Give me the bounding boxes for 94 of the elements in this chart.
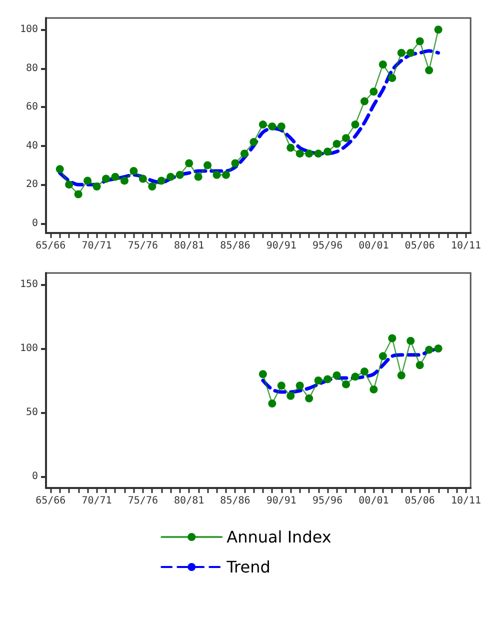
x-tick-label: 70/71 [82, 496, 112, 506]
point [258, 370, 267, 378]
x-tick-label: 90/91 [266, 240, 296, 252]
point [314, 150, 322, 158]
x-tick-label: 75/76 [128, 240, 158, 252]
point [406, 336, 415, 345]
y-tick-label: 100 [20, 24, 38, 36]
point [324, 375, 332, 384]
point [351, 372, 360, 381]
point [84, 176, 92, 185]
point [378, 60, 387, 68]
x-tick-label: 80/81 [174, 496, 204, 506]
point [268, 122, 276, 130]
x-tick-label: 00/01 [358, 496, 389, 506]
point [268, 400, 276, 408]
point [65, 180, 74, 189]
x-tick-label: 10/11 [450, 240, 482, 252]
x-tick-label: 90/91 [266, 496, 296, 506]
point [406, 48, 415, 57]
point [194, 172, 202, 181]
point [185, 159, 194, 168]
point [397, 48, 406, 57]
point [332, 140, 341, 148]
point [138, 174, 147, 183]
point [74, 190, 82, 198]
x-tick-label: 85/86 [220, 496, 250, 506]
y-tick-label: 0 [32, 470, 38, 482]
point [92, 182, 101, 191]
y-tick-label: 100 [20, 343, 38, 354]
point [332, 371, 341, 380]
point [434, 344, 442, 353]
point [360, 97, 368, 106]
point [286, 144, 295, 152]
x-tick-label: 95/96 [312, 496, 343, 506]
point [388, 334, 396, 342]
point [378, 352, 387, 360]
y-tick-label: 80 [26, 62, 38, 74]
x-tick-label: 70/71 [82, 240, 112, 252]
point [102, 174, 110, 183]
y-tick-label: 150 [20, 279, 38, 290]
point [250, 138, 258, 146]
point [111, 172, 120, 181]
point [286, 392, 295, 400]
point [277, 122, 286, 130]
y-tick-label: 0 [32, 218, 38, 229]
point [314, 376, 322, 384]
point [296, 150, 304, 158]
point [56, 165, 64, 174]
x-tick-label: 65/66 [36, 496, 66, 506]
point [120, 176, 128, 185]
point [342, 380, 350, 388]
y-tick-label: 50 [26, 406, 38, 418]
point [370, 88, 378, 96]
point [388, 74, 396, 82]
x-tick-label: 75/76 [128, 496, 158, 506]
point [434, 26, 442, 34]
point [416, 37, 424, 46]
point [305, 150, 314, 158]
legend-label: Trend [226, 558, 270, 576]
y-tick-label: 60 [26, 102, 38, 113]
point [351, 120, 360, 129]
x-tick-label: 10/11 [450, 496, 482, 506]
x-tick-label: 00/01 [358, 240, 389, 252]
point [176, 170, 184, 179]
y-tick-label: 20 [26, 179, 38, 190]
point [212, 170, 221, 179]
point [157, 176, 166, 185]
point [425, 66, 434, 74]
point [296, 382, 304, 390]
point [416, 361, 424, 370]
x-tick-label: 95/96 [312, 240, 343, 252]
point [240, 150, 248, 158]
x-tick-label: 65/66 [36, 240, 66, 252]
point [148, 182, 156, 191]
y-tick-label: 40 [26, 140, 38, 152]
x-tick-label: 05/06 [404, 240, 435, 252]
point [342, 134, 350, 142]
point [397, 371, 406, 380]
x-tick-label: 05/06 [404, 496, 435, 506]
point [231, 159, 240, 168]
point [277, 382, 286, 390]
point [425, 346, 434, 354]
point [370, 385, 378, 394]
point [204, 161, 212, 170]
point [360, 368, 368, 376]
point [258, 120, 267, 129]
point [222, 170, 230, 179]
point [324, 148, 332, 156]
x-tick-label: 85/86 [220, 240, 250, 252]
point [130, 167, 138, 176]
point [305, 394, 314, 402]
x-tick-label: 80/81 [174, 240, 204, 252]
legend-label: Annual Index [226, 528, 332, 546]
point [166, 172, 175, 181]
